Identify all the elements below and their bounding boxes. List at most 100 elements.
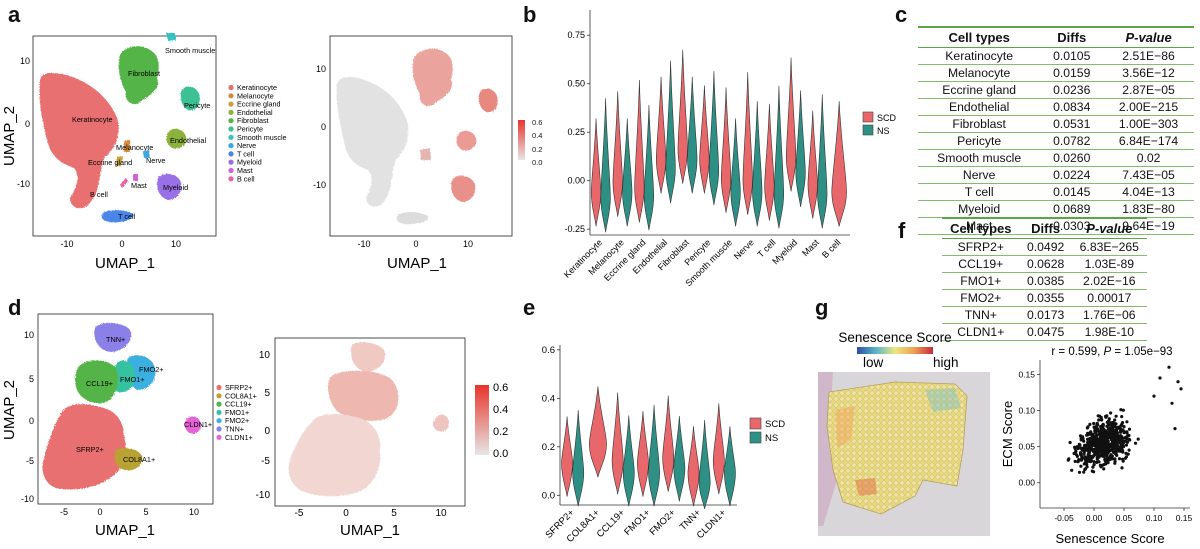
scatter-point bbox=[1136, 437, 1140, 441]
cluster-label-fibroblast: Fibroblast bbox=[128, 69, 160, 78]
panel-e-chart: 0.60.40.20.0 SFRP2+COL8A1+CCL19+FMO1+FMO… bbox=[542, 345, 785, 545]
scatter-point bbox=[1102, 440, 1106, 444]
table-cell: 0.0492 bbox=[1019, 238, 1072, 256]
scatter-point bbox=[1091, 432, 1095, 436]
panel-a-figure: Smooth muscle Fibroblast Pericyte Kerati… bbox=[1, 33, 525, 272]
table-cell: 1.03E-89 bbox=[1071, 255, 1147, 273]
scatter-point bbox=[1072, 451, 1076, 456]
x-tick-label: 0.15 bbox=[1176, 513, 1193, 523]
senescence-map-title: Senescence Score bbox=[838, 330, 951, 345]
cluster-label-fmo2: FMO2+ bbox=[139, 365, 164, 374]
scatter-point bbox=[1092, 463, 1096, 467]
column-header: P-value bbox=[1071, 217, 1147, 239]
cluster-label-pericyte: Pericyte bbox=[184, 101, 210, 110]
scatter-point bbox=[1124, 455, 1128, 459]
panel-d-ytick: -5 bbox=[26, 456, 34, 466]
violin-scd-fmo1- bbox=[637, 411, 649, 497]
legend-label: Fibroblast bbox=[237, 116, 269, 125]
scatter-point bbox=[1118, 448, 1122, 452]
y-tick-label: 0.00 bbox=[1018, 478, 1035, 488]
violin-ns-smooth-muscle bbox=[730, 118, 741, 227]
scatter-point bbox=[1087, 437, 1092, 441]
legend-swatch-ns bbox=[749, 431, 762, 444]
table-cell: 0.0531 bbox=[1040, 115, 1104, 133]
cluster-label-melanocyte: Melanocyte bbox=[116, 143, 153, 152]
scatter-point bbox=[1170, 401, 1174, 405]
scatter-point bbox=[1082, 439, 1086, 443]
table-cell: 0.0145 bbox=[1040, 183, 1104, 201]
low-senescence-region bbox=[925, 388, 961, 412]
scatter-point bbox=[1094, 431, 1098, 435]
table-cell: FMO2+ bbox=[942, 289, 1020, 307]
scatter-point bbox=[1086, 433, 1090, 437]
column-header: Diffs bbox=[1040, 26, 1104, 48]
panel-d-xtick: 0 bbox=[97, 507, 102, 517]
scatter-point bbox=[1158, 376, 1162, 380]
scatter-point bbox=[1105, 441, 1109, 445]
scatter-point bbox=[1125, 420, 1129, 424]
feature-region-tnn bbox=[350, 342, 386, 372]
scatter-point bbox=[1075, 445, 1079, 449]
table-row: FMO2+ 0.0355 0.00017 bbox=[942, 289, 1147, 307]
table-row: T cell 0.0145 4.04E−13 bbox=[918, 183, 1194, 201]
cluster-label-tnn: TNN+ bbox=[106, 335, 125, 344]
legend-dot bbox=[228, 143, 234, 149]
scatter-point bbox=[1098, 450, 1102, 454]
senescence-high-label: high bbox=[933, 355, 959, 370]
table-row: FMO1+ 0.0385 2.02E−16 bbox=[942, 272, 1147, 290]
y-tick-label: 0.50 bbox=[567, 79, 585, 89]
scatter-point bbox=[1104, 438, 1108, 442]
colorbar-tick: 0.2 bbox=[532, 144, 543, 154]
scatter-point bbox=[1107, 417, 1111, 421]
legend-dot bbox=[216, 409, 222, 415]
panel-d-feature-xlabel: UMAP_1 bbox=[340, 522, 400, 539]
cluster-melanocyte bbox=[124, 140, 130, 152]
panel-a-umap-frame bbox=[32, 35, 217, 237]
scatter-point bbox=[1097, 460, 1101, 464]
cluster-keratinocyte bbox=[39, 73, 119, 209]
violin-scd-b-cell bbox=[831, 101, 847, 227]
panel-d-ytick: 0 bbox=[29, 416, 34, 426]
violin-scd-fibroblast bbox=[677, 49, 688, 184]
scatter-point bbox=[1110, 426, 1114, 430]
panel-a-xtick: 0 bbox=[119, 239, 124, 249]
panel-a-feature-xlabel: UMAP_1 bbox=[387, 255, 447, 272]
scatter-point bbox=[1085, 426, 1089, 430]
panel-d-ylabel: UMAP_2 bbox=[1, 380, 18, 440]
scatter-point bbox=[1080, 458, 1084, 462]
scatter-point bbox=[1121, 408, 1125, 412]
scatter-point bbox=[1101, 444, 1105, 448]
scatter-point bbox=[1093, 437, 1097, 441]
violin-scd-keratinocyte bbox=[590, 118, 602, 227]
scatter-point bbox=[1095, 455, 1099, 459]
violin-ns-keratinocyte bbox=[600, 98, 611, 233]
colorbar-tick: 0.0 bbox=[532, 157, 543, 167]
scatter-point bbox=[1084, 460, 1088, 464]
panel-a-feature-xtick: 0 bbox=[413, 239, 418, 249]
colorbar-tick: 0.2 bbox=[493, 426, 508, 438]
scatter-point bbox=[1105, 414, 1109, 418]
violin-scd-myeloid bbox=[785, 57, 797, 192]
table-cell: 0.0834 bbox=[1040, 98, 1104, 116]
scatter-point bbox=[1109, 438, 1114, 442]
panel-a-xlabel: UMAP_1 bbox=[95, 255, 155, 272]
legend-label: Nerve bbox=[237, 141, 256, 150]
cluster-label-ccl19: CCL19+ bbox=[86, 379, 113, 388]
panel-a-ytick: -10 bbox=[17, 179, 30, 189]
legend-label: Keratinocyte bbox=[237, 83, 277, 92]
scatter-point bbox=[1102, 432, 1106, 436]
legend-label: Myeloid bbox=[237, 158, 262, 167]
table-cell: Myeloid bbox=[918, 200, 1041, 218]
scatter-point bbox=[1087, 450, 1091, 454]
panel-letter-b: b bbox=[523, 2, 537, 27]
table-cell: 1.76E−06 bbox=[1071, 306, 1147, 324]
table-cell: 1.98E-10 bbox=[1071, 323, 1147, 341]
violin-ns-tnn- bbox=[698, 419, 711, 510]
violin-scd-smooth-muscle bbox=[720, 87, 732, 213]
panel-a-feature-xtick: -10 bbox=[357, 239, 370, 249]
table-cell: 0.0689 bbox=[1040, 200, 1104, 218]
table-cell: 0.0355 bbox=[1019, 289, 1072, 307]
scatter-point bbox=[1077, 470, 1082, 474]
panel-letter-f: f bbox=[898, 218, 906, 243]
scatter-point bbox=[1105, 432, 1109, 436]
